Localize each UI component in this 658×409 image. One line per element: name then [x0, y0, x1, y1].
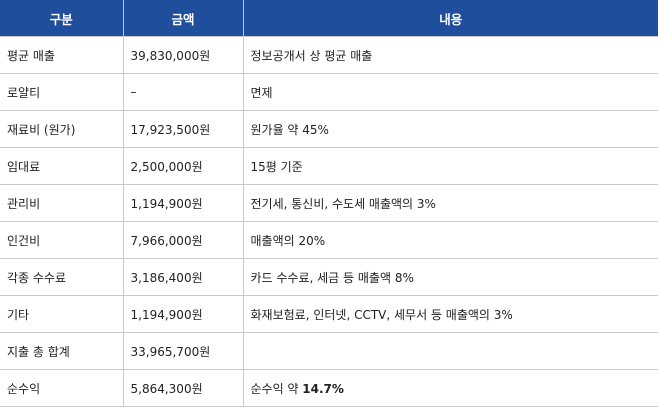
net-profit-label: 순수익 약 [250, 381, 303, 396]
table-row: 평균 매출 39,830,000원 정보공개서 상 평균 매출 [0, 36, 658, 74]
row-category: 순수익 [0, 369, 124, 407]
table-row: 기타 1,194,900원 화재보험료, 인터넷, CCTV, 세무서 등 매출… [0, 295, 658, 333]
row-amount: 5,864,300원 [122, 369, 244, 407]
row-amount: 39,830,000원 [122, 36, 244, 74]
table-row: 임대료 2,500,000원 15평 기준 [0, 147, 658, 185]
table-row: 로얄티 – 면제 [0, 73, 658, 111]
net-profit-row: 순수익 5,864,300원 순수익 약 14.7% [0, 369, 658, 407]
row-detail: 전기세, 통신비, 수도세 매출액의 3% [242, 184, 658, 222]
row-amount: 1,194,900원 [122, 295, 244, 333]
row-category: 로얄티 [0, 73, 124, 111]
row-amount: 3,186,400원 [122, 258, 244, 296]
table-row: 각종 수수료 3,186,400원 카드 수수료, 세금 등 매출액 8% [0, 258, 658, 296]
row-amount: 17,923,500원 [122, 110, 244, 148]
row-detail: 정보공개서 상 평균 매출 [242, 36, 658, 74]
row-category: 평균 매출 [0, 36, 124, 74]
row-category: 각종 수수료 [0, 258, 124, 296]
row-category: 지출 총 합계 [0, 332, 124, 370]
row-detail: 원가율 약 45% [242, 110, 658, 148]
total-row: 지출 총 합계 33,965,700원 [0, 332, 658, 370]
header-detail: 내용 [242, 0, 658, 37]
row-amount: – [122, 73, 244, 111]
row-category: 관리비 [0, 184, 124, 222]
row-detail: 면제 [242, 73, 658, 111]
row-amount: 7,966,000원 [122, 221, 244, 259]
net-profit-rate: 14.7% [302, 381, 344, 396]
row-category: 재료비 (원가) [0, 110, 124, 148]
row-detail [242, 332, 658, 370]
table-row: 관리비 1,194,900원 전기세, 통신비, 수도세 매출액의 3% [0, 184, 658, 222]
row-amount: 33,965,700원 [122, 332, 244, 370]
header-row: 구분 금액 내용 [0, 0, 658, 37]
row-detail: 매출액의 20% [242, 221, 658, 259]
row-category: 인건비 [0, 221, 124, 259]
header-category: 구분 [0, 0, 124, 37]
row-detail: 순수익 약 14.7% [242, 369, 658, 407]
row-amount: 1,194,900원 [122, 184, 244, 222]
row-detail: 화재보험료, 인터넷, CCTV, 세무서 등 매출액의 3% [242, 295, 658, 333]
row-detail: 15평 기준 [242, 147, 658, 185]
row-amount: 2,500,000원 [122, 147, 244, 185]
row-category: 임대료 [0, 147, 124, 185]
row-category: 기타 [0, 295, 124, 333]
table-row: 인건비 7,966,000원 매출액의 20% [0, 221, 658, 259]
row-detail: 카드 수수료, 세금 등 매출액 8% [242, 258, 658, 296]
header-amount: 금액 [122, 0, 244, 37]
table-row: 재료비 (원가) 17,923,500원 원가율 약 45% [0, 110, 658, 148]
